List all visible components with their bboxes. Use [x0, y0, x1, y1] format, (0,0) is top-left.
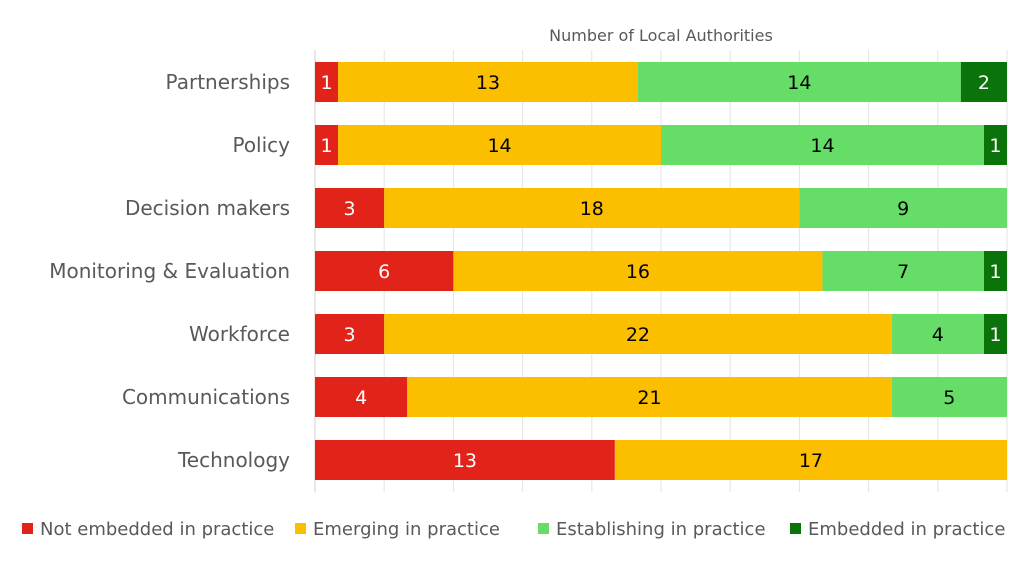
bar-segment [315, 314, 385, 354]
data-label: 1 [320, 135, 332, 157]
bar-segment [614, 440, 1007, 480]
data-label: 1 [989, 324, 1001, 346]
legend-label: Emerging in practice [313, 519, 500, 540]
legend-label: Not embedded in practice [40, 519, 274, 540]
legend: Not embedded in practice Emerging in prac… [22, 519, 1005, 540]
data-label: 4 [355, 387, 367, 409]
category-label: Communications [122, 385, 290, 409]
bar-segment [891, 377, 1007, 417]
bar-segment [315, 440, 615, 480]
legend-swatch [22, 523, 33, 534]
bar-segment [661, 125, 984, 165]
data-label: 6 [378, 261, 390, 283]
bar-segment [338, 125, 661, 165]
bar-segment [315, 377, 408, 417]
data-label: 21 [637, 387, 661, 409]
data-label: 7 [897, 261, 909, 283]
data-label: 3 [344, 198, 356, 220]
data-label: 5 [943, 387, 955, 409]
bar-segment [983, 314, 1007, 354]
bar-segment [983, 125, 1007, 165]
data-label: 3 [344, 324, 356, 346]
data-label: 14 [787, 72, 811, 94]
data-label: 17 [799, 450, 823, 472]
category-label: Partnerships [166, 70, 290, 94]
category-labels: Partnerships Policy Decision makers Monitor… [49, 70, 290, 472]
data-label: 1 [989, 261, 1001, 283]
data-label: 1 [320, 72, 332, 94]
category-label: Decision makers [125, 196, 290, 220]
bar-segment [822, 251, 984, 291]
data-label: 4 [932, 324, 944, 346]
bar-segment [799, 188, 1007, 228]
legend-swatch [538, 523, 549, 534]
bar-segment [315, 251, 454, 291]
data-label: 22 [626, 324, 650, 346]
bar-segment [960, 62, 1007, 102]
legend-swatch [790, 523, 801, 534]
data-label: 13 [476, 72, 500, 94]
legend-swatch [295, 523, 306, 534]
data-label: 2 [978, 72, 990, 94]
chart-title: Number of Local Authorities [549, 26, 773, 45]
bar-segment [315, 125, 339, 165]
category-label: Policy [232, 133, 290, 157]
data-label: 18 [580, 198, 604, 220]
data-label: 14 [487, 135, 511, 157]
bar-segment [891, 314, 984, 354]
bars: 1 13 14 21 14 14 13 18 96 16 7 13 22 4 14 21 513 17 [315, 62, 1007, 480]
legend-label: Establishing in practice [556, 519, 766, 540]
bar-segment [384, 188, 800, 228]
category-label: Workforce [189, 322, 290, 346]
bar-segment [338, 62, 638, 102]
bar-segment [407, 377, 892, 417]
bar-segment [983, 251, 1007, 291]
legend-label: Embedded in practice [808, 519, 1005, 540]
bar-segment [315, 188, 385, 228]
bar-segment [637, 62, 961, 102]
data-label: 9 [897, 198, 909, 220]
category-label: Technology [177, 448, 290, 472]
bar-segment [453, 251, 823, 291]
data-label: 13 [453, 450, 477, 472]
bar-segment [384, 314, 892, 354]
bar-segment [315, 62, 339, 102]
data-label: 1 [989, 135, 1001, 157]
category-label: Monitoring & Evaluation [49, 259, 290, 283]
data-label: 16 [626, 261, 650, 283]
data-label: 14 [810, 135, 834, 157]
